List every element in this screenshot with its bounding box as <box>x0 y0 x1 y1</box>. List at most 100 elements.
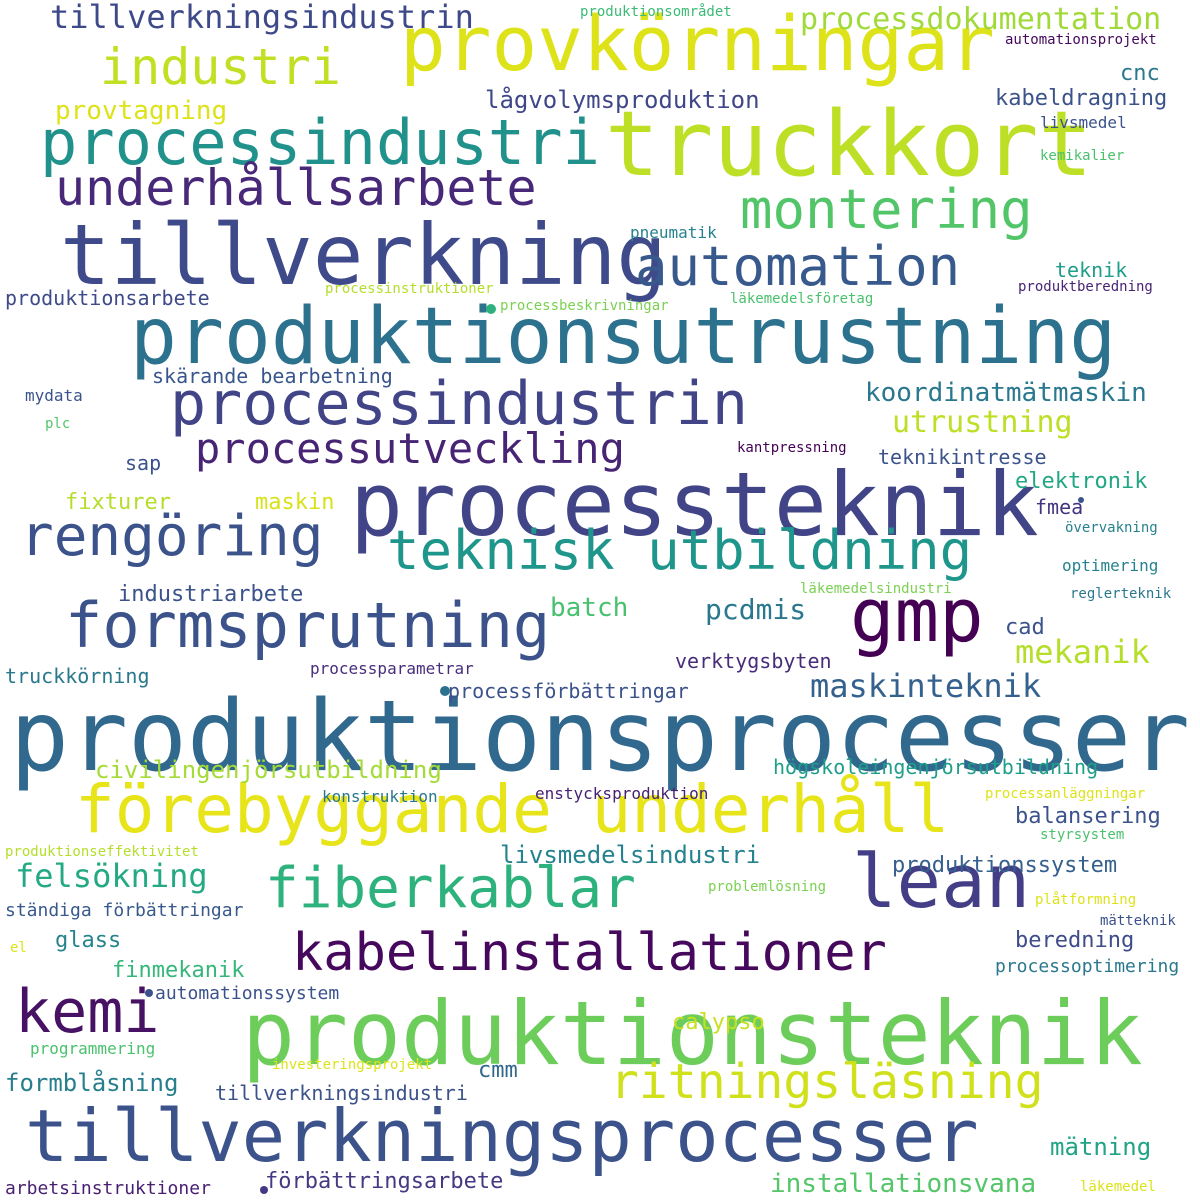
word-1: produktionsutrustning <box>130 292 1117 382</box>
word-89: kantpressning <box>737 440 847 456</box>
decor-dot-0 <box>486 304 496 314</box>
word-78: optimering <box>1062 556 1159 575</box>
word-52: glass <box>55 928 122 953</box>
word-85: produktberedning <box>1018 279 1153 295</box>
word-33: livsmedelsindustri <box>500 841 761 869</box>
word-49: arbetsinstruktioner <box>5 1178 211 1199</box>
word-44: formblåsning <box>5 1069 179 1097</box>
word-53: ständiga förbättringar <box>5 900 244 921</box>
word-92: styrsystem <box>1040 827 1125 843</box>
word-29: koordinatmätmaskin <box>865 378 1147 408</box>
word-73: cnc <box>1120 61 1160 86</box>
word-60: cad <box>1005 615 1045 640</box>
word-5: tillverkning <box>60 206 667 304</box>
word-45: tillverkningsindustri <box>215 1081 468 1105</box>
word-28: lågvolymsproduktion <box>485 86 760 114</box>
word-66: cmm <box>478 1058 518 1083</box>
word-22: ritningsläsning <box>610 1054 1044 1110</box>
word-77: plc <box>45 416 71 432</box>
word-59: fmea <box>1035 495 1084 519</box>
word-98: investeringsprojekt <box>272 1057 433 1073</box>
word-64: processparametrar <box>310 659 474 678</box>
word-31: civilingenjörsutbildning <box>95 756 442 784</box>
word-99: läkemedel <box>1080 1179 1156 1195</box>
word-88: processbeskrivningar <box>500 298 669 314</box>
word-30: utrustning <box>892 405 1073 440</box>
word-12: processindustrin <box>170 369 748 439</box>
word-11: förebyggande underhåll <box>75 771 950 848</box>
word-38: pcdmis <box>705 593 807 626</box>
decor-dot-2 <box>145 989 153 997</box>
word-67: programmering <box>30 1039 156 1058</box>
word-50: automationssystem <box>155 983 340 1004</box>
word-90: läkemedelsindustri <box>800 581 952 597</box>
word-71: maskin <box>255 490 335 515</box>
word-65: calypso <box>672 1010 765 1035</box>
word-6: produktionsteknik <box>242 982 1143 1085</box>
decor-dot-4 <box>1078 497 1084 503</box>
word-42: industriarbete <box>118 582 304 607</box>
word-79: reglerteknik <box>1070 586 1172 602</box>
word-56: balansering <box>1015 804 1161 829</box>
word-39: provtagning <box>55 96 228 126</box>
word-97: el <box>10 940 27 956</box>
word-46: mätning <box>1050 1133 1152 1161</box>
word-72: sap <box>125 451 162 475</box>
word-83: livsmedel <box>1040 113 1127 132</box>
word-87: processinstruktioner <box>325 281 494 297</box>
word-25: tillverkningsindustrin <box>50 0 474 36</box>
decor-dot-1 <box>440 686 450 696</box>
word-55: processoptimering <box>995 956 1180 977</box>
word-4: provkörningar <box>400 0 995 88</box>
word-86: läkemedelsföretag <box>730 291 874 307</box>
word-26: processdokumentation <box>800 2 1162 37</box>
word-75: pneumatik <box>630 223 717 242</box>
word-74: teknik <box>1055 258 1128 282</box>
word-58: teknikintresse <box>878 445 1047 469</box>
word-84: kemikalier <box>1040 148 1125 164</box>
word-62: processförbättringar <box>448 679 689 703</box>
word-63: truckkörning <box>5 664 150 688</box>
word-96: mätteknik <box>1100 913 1176 929</box>
word-48: installationsvana <box>770 1169 1037 1199</box>
decor-dot-3 <box>260 1186 268 1194</box>
word-81: produktionsområdet <box>580 4 732 20</box>
word-32: högskoleingenjörsutbildning <box>773 755 1099 779</box>
word-54: beredning <box>1015 928 1135 953</box>
word-47: förbättringsarbete <box>265 1169 504 1194</box>
word-35: felsökning <box>15 857 208 895</box>
word-93: produktionseffektivitet <box>5 844 199 860</box>
word-19: rengöring <box>20 504 324 569</box>
word-18: automation <box>635 235 961 298</box>
word-68: konstruktion <box>322 787 438 806</box>
word-51: finmekanik <box>112 958 245 983</box>
word-40: produktionsarbete <box>5 286 210 310</box>
word-23: industri <box>100 38 341 96</box>
word-17: underhållsarbete <box>55 159 537 217</box>
word-82: automationsprojekt <box>1005 32 1157 48</box>
word-80: övervakning <box>1065 520 1158 536</box>
word-9: processindustri <box>40 106 600 179</box>
word-21: kemi <box>15 977 160 1047</box>
word-76: mydata <box>25 386 83 405</box>
word-16: kabelinstallationer <box>292 923 887 983</box>
word-0: produktionsprocesser <box>10 680 1191 794</box>
word-2: truckkort <box>605 92 1093 197</box>
word-34: produktionssystem <box>892 853 1118 878</box>
word-43: batch <box>550 593 629 623</box>
word-57: elektronik <box>1015 469 1148 494</box>
word-70: fixturer <box>65 490 171 515</box>
word-24: processutveckling <box>195 424 625 473</box>
word-14: teknisk utbildning <box>387 519 973 582</box>
word-13: formsprutning <box>65 589 551 662</box>
word-36: maskinteknik <box>810 667 1042 705</box>
word-8: tillverkningsprocesser <box>25 1094 979 1178</box>
word-27: kabeldragning <box>995 86 1168 111</box>
word-91: processanläggningar <box>985 786 1146 802</box>
word-3: processteknik <box>350 453 1039 556</box>
word-20: montering <box>740 178 1033 241</box>
word-41: skärande bearbetning <box>152 364 393 388</box>
word-95: plåtformning <box>1035 892 1137 908</box>
word-69: enstycksproduktion <box>535 784 709 803</box>
